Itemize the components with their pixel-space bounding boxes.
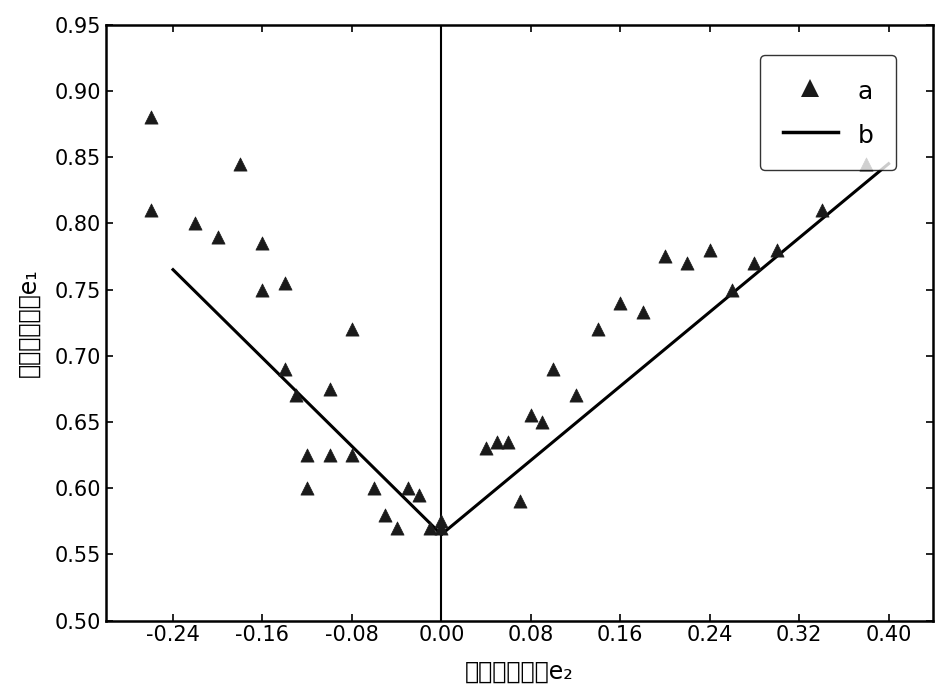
Point (255, 237, 270, 248)
Point (613, 298, 628, 309)
Point (680, 258, 695, 269)
Point (411, 489, 427, 500)
Point (859, 158, 874, 169)
Point (512, 496, 527, 507)
Point (489, 436, 504, 447)
Point (400, 482, 415, 493)
Point (390, 522, 405, 533)
Point (590, 323, 605, 335)
Point (434, 522, 449, 533)
Y-axis label: 工程主应变，e₁: 工程主应变，e₁ (17, 268, 41, 377)
Point (657, 251, 673, 262)
X-axis label: 工程次应变，e₂: 工程次应变，e₂ (466, 659, 574, 683)
Point (344, 323, 359, 335)
Point (322, 383, 337, 394)
Point (210, 231, 225, 242)
Point (535, 416, 550, 428)
Point (545, 363, 560, 374)
Point (143, 112, 159, 123)
Point (367, 482, 382, 493)
Point (434, 516, 449, 527)
Point (322, 449, 337, 461)
Point (770, 244, 785, 256)
Point (277, 277, 293, 288)
Point (423, 522, 438, 533)
Point (635, 307, 650, 318)
Point (702, 244, 717, 256)
Point (344, 449, 359, 461)
Point (289, 390, 304, 401)
Point (814, 204, 829, 216)
Point (299, 449, 314, 461)
Point (747, 258, 762, 269)
Point (255, 284, 270, 295)
Point (143, 204, 159, 216)
Legend: a, b: a, b (760, 55, 896, 170)
Point (277, 363, 293, 374)
Point (299, 482, 314, 493)
Point (479, 443, 494, 454)
Point (725, 284, 740, 295)
Point (188, 218, 203, 229)
Point (378, 509, 393, 520)
Point (501, 436, 516, 447)
Point (568, 390, 583, 401)
Point (523, 410, 539, 421)
Point (233, 158, 248, 169)
